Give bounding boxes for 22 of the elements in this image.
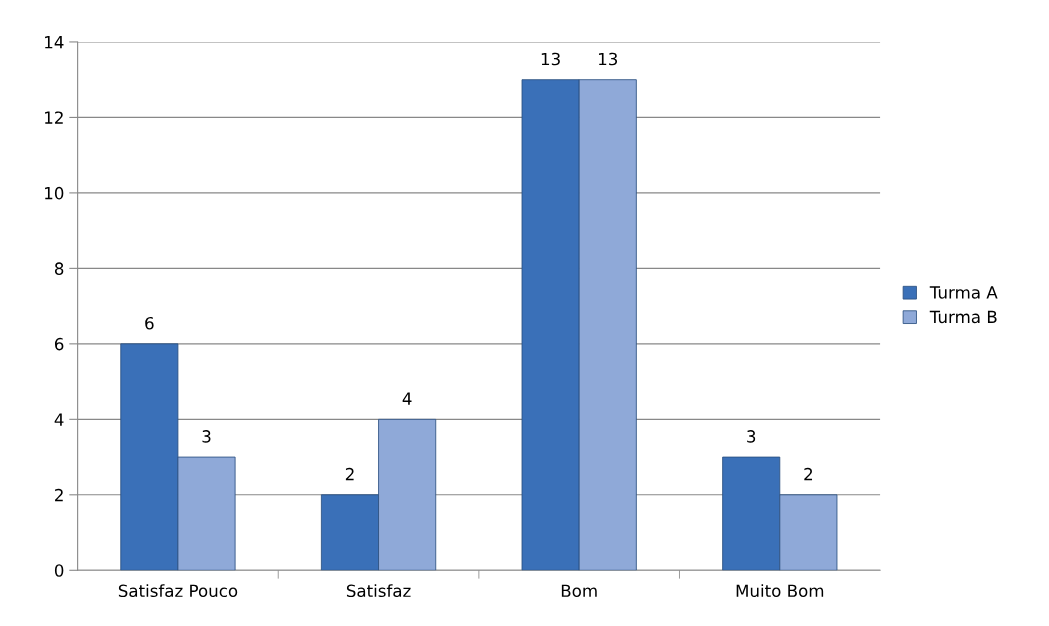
data-label: 2 (345, 467, 354, 481)
y-tick-label: 10 (45, 186, 64, 200)
y-tick-label: 8 (54, 262, 64, 275)
x-tick-label: Bom (561, 584, 597, 598)
legend-label: Turma A (929, 286, 998, 299)
y-tick-label: 4 (54, 413, 64, 426)
data-label: 4 (402, 392, 412, 405)
x-tick-label: Satisfaz (346, 584, 411, 598)
y-tick-label: 2 (55, 488, 63, 502)
x-tick-label: Satisfaz Pouco (118, 584, 238, 598)
data-label: 3 (202, 430, 211, 443)
x-tick-label: Muito Bom (736, 584, 824, 598)
data-label: 6 (145, 316, 154, 330)
data-label: 3 (747, 430, 756, 443)
legend-label: Turma B (929, 310, 997, 324)
y-tick-label: 14 (45, 36, 64, 49)
y-tick-label: 0 (54, 564, 64, 577)
data-label: 13 (598, 52, 618, 66)
data-label: 13 (541, 52, 560, 66)
data-label: 2 (804, 467, 813, 481)
y-tick-label: 6 (54, 337, 64, 351)
y-tick-label: 12 (45, 111, 63, 124)
